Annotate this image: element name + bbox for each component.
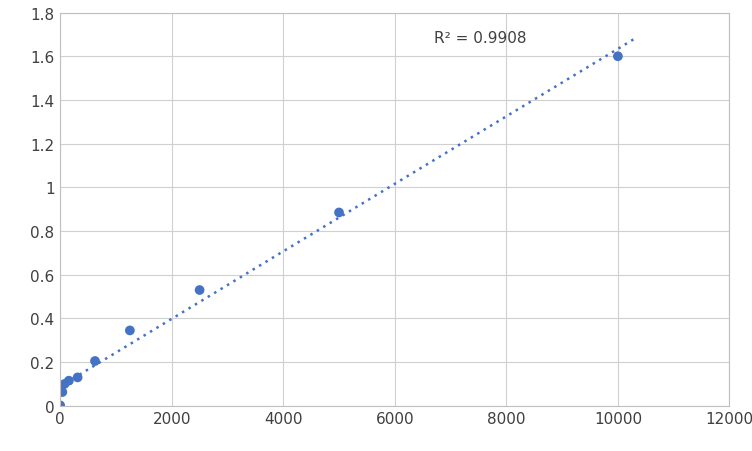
- Point: [193, 287, 205, 294]
- Point: [56, 389, 68, 396]
- Point: [54, 402, 66, 409]
- Text: R² = 0.9908: R² = 0.9908: [434, 31, 526, 46]
- Point: [333, 209, 345, 216]
- Point: [63, 377, 75, 384]
- Point: [612, 54, 624, 61]
- Point: [71, 374, 83, 381]
- Point: [89, 358, 101, 365]
- Point: [124, 327, 136, 334]
- Point: [59, 381, 71, 388]
